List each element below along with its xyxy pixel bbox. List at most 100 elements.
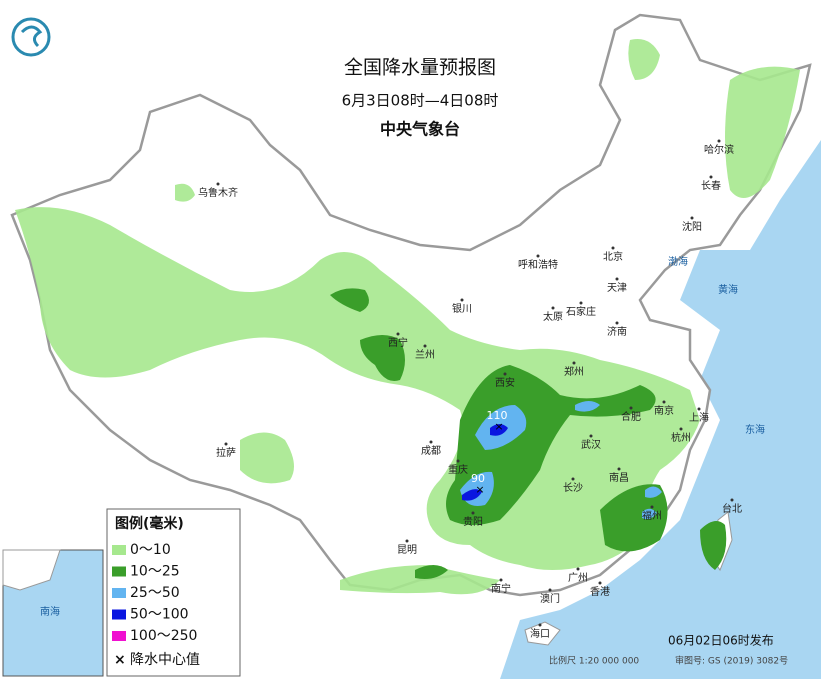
rain-area	[575, 401, 600, 412]
sea-label: 南海	[40, 605, 60, 618]
scale: 比例尺 1:20 000 000	[549, 655, 639, 667]
city-dot	[709, 175, 713, 179]
rain-area	[628, 39, 660, 80]
city-label: 海口	[530, 627, 550, 640]
city-label: 福州	[642, 509, 662, 522]
rain-area	[360, 335, 405, 381]
city-label: 香港	[590, 586, 610, 598]
legend-center-label: 降水中心值	[130, 652, 200, 668]
city-dot	[589, 434, 593, 438]
legend-label: 100～250	[130, 628, 197, 644]
rain-area	[462, 489, 482, 501]
rain-area	[330, 288, 369, 312]
rain-area	[240, 432, 294, 484]
sea-label: 东海	[745, 423, 765, 436]
center-x: ×	[494, 420, 503, 433]
city-dot	[615, 321, 619, 325]
city-label: 拉萨	[216, 446, 236, 459]
title: 全国降水量预报图	[344, 57, 496, 79]
city-dot	[690, 216, 694, 220]
city-dot	[551, 306, 555, 310]
city-label: 西安	[495, 376, 515, 389]
legend-box	[106, 508, 241, 677]
legend-swatch	[112, 609, 126, 620]
city-label: 合肥	[621, 410, 641, 423]
city-dot	[460, 298, 464, 302]
logo	[11, 17, 51, 57]
city-dot	[429, 440, 433, 444]
city-label: 石家庄	[566, 305, 596, 318]
city-dot	[503, 372, 507, 376]
review-number: 审图号: GS (2019) 3082号	[675, 655, 788, 667]
city-label: 南宁	[491, 582, 511, 595]
city-dot	[572, 361, 576, 365]
city-label: 银川	[452, 302, 472, 315]
legend-swatch	[112, 631, 126, 641]
city-dot	[615, 277, 619, 281]
city-label: 武汉	[581, 438, 601, 451]
sea-label: 渤海	[668, 255, 688, 268]
city-label: 上海	[689, 411, 709, 424]
city-label: 昆明	[397, 544, 417, 556]
rain-center-value: 110	[487, 409, 508, 422]
legend-swatch	[112, 566, 126, 577]
inset-land	[2, 549, 61, 591]
city-label: 太原	[543, 310, 563, 323]
logo-mark	[20, 25, 43, 48]
city-label: 成都	[421, 445, 441, 457]
city-label: 南京	[654, 404, 674, 417]
city-dot	[471, 511, 475, 515]
city-dot	[629, 406, 633, 410]
legend-label: 0～10	[130, 542, 171, 558]
rain-area	[490, 424, 508, 436]
city-dot	[617, 467, 621, 471]
legend-label: 10～25	[130, 564, 180, 580]
rain-area	[446, 365, 656, 525]
city-label: 北京	[603, 250, 623, 263]
city-dot	[650, 505, 654, 509]
city-label: 天津	[607, 282, 627, 294]
rain-area	[175, 183, 195, 202]
center-x: ×	[475, 483, 484, 496]
agency: 中央气象台	[380, 120, 460, 139]
rain-area	[600, 484, 668, 552]
city-label: 郑州	[564, 365, 584, 378]
rain-center-value: 90	[471, 472, 485, 485]
city-label: 西宁	[388, 336, 408, 349]
city-label: 哈尔滨	[704, 143, 734, 156]
rain-area	[725, 66, 800, 199]
city-dot	[717, 139, 721, 143]
city-label: 济南	[607, 325, 627, 338]
city-label: 贵阳	[463, 515, 483, 528]
subtitle: 6月3日08时—4日08时	[342, 92, 499, 110]
city-dot	[730, 498, 734, 502]
city-label: 南昌	[609, 471, 629, 484]
city-dot	[598, 581, 602, 585]
rain-area	[700, 521, 727, 570]
legend-label: 50～100	[130, 607, 189, 623]
city-label: 广州	[568, 572, 588, 584]
legend-title: 图例(毫米)	[115, 515, 184, 532]
city-dot	[548, 588, 552, 592]
city-dot	[679, 427, 683, 431]
city-dot	[216, 182, 220, 186]
city-dot	[576, 567, 580, 571]
city-label: 杭州	[671, 431, 691, 444]
sea-label: 黄海	[718, 283, 738, 296]
city-dot	[396, 332, 400, 336]
city-dot	[571, 477, 575, 481]
hainan	[524, 621, 561, 646]
city-dot	[405, 539, 409, 543]
city-label: 长沙	[563, 482, 583, 494]
city-label: 兰州	[415, 348, 435, 361]
sea	[500, 140, 821, 679]
legend-label: 25～50	[130, 585, 180, 601]
city-label: 重庆	[448, 463, 468, 476]
city-label: 台北	[722, 502, 742, 515]
city-label: 澳门	[540, 592, 560, 605]
issued: 06月02日06时发布	[668, 633, 774, 648]
city-dot	[423, 344, 427, 348]
city-dot	[536, 254, 540, 258]
rain-area	[642, 508, 657, 520]
